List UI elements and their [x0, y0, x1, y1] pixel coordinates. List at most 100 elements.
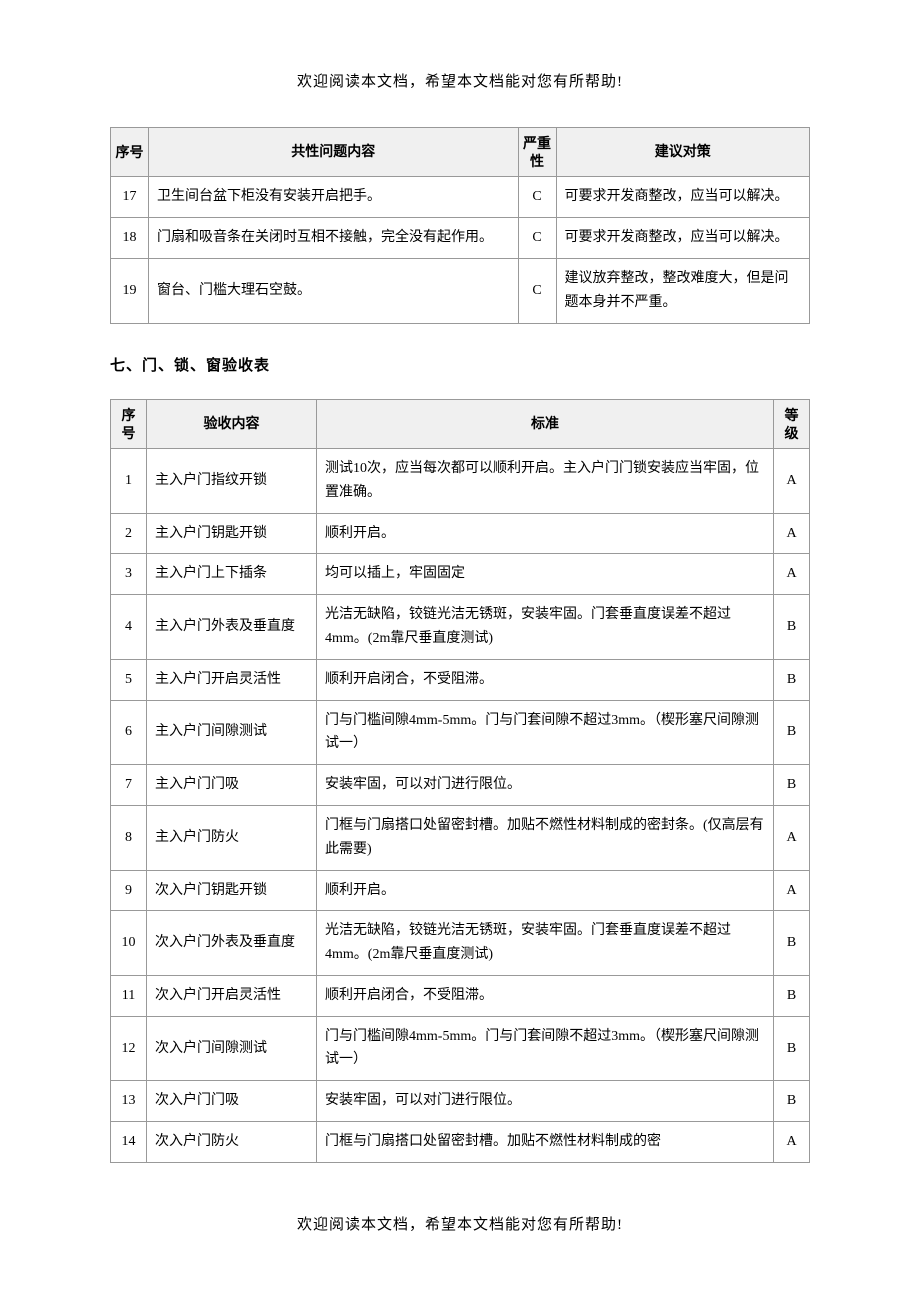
- table-row: 18门扇和吸音条在关闭时互相不接触，完全没有起作用。C可要求开发商整改，应当可以…: [111, 218, 810, 259]
- cell-level: A: [774, 554, 810, 595]
- cell-seq: 4: [111, 595, 147, 660]
- cell-suggestion: 建议放弃整改，整改难度大，但是问题本身并不严重。: [556, 258, 809, 323]
- cell-standard: 门框与门扇搭口处留密封槽。加贴不燃性材料制成的密封条。(仅高层有此需要): [317, 805, 774, 870]
- cell-seq: 14: [111, 1122, 147, 1163]
- cell-level: B: [774, 1081, 810, 1122]
- col-seq-header: 序号: [111, 399, 147, 448]
- header-note: 欢迎阅读本文档，希望本文档能对您有所帮助!: [110, 70, 810, 91]
- cell-seq: 13: [111, 1081, 147, 1122]
- table-header-row: 序号 共性问题内容 严重性 建议对策: [111, 128, 810, 177]
- cell-suggestion: 可要求开发商整改，应当可以解决。: [556, 218, 809, 259]
- cell-seq: 11: [111, 975, 147, 1016]
- cell-seq: 18: [111, 218, 149, 259]
- common-issues-table: 序号 共性问题内容 严重性 建议对策 17卫生间台盆下柜没有安装开启把手。C可要…: [110, 127, 810, 324]
- cell-standard: 安装牢固，可以对门进行限位。: [317, 765, 774, 806]
- table-row: 4主入户门外表及垂直度光洁无缺陷，铰链光洁无锈斑，安装牢固。门套垂直度误差不超过…: [111, 595, 810, 660]
- cell-standard: 光洁无缺陷，铰链光洁无锈斑，安装牢固。门套垂直度误差不超过4mm。(2m靠尺垂直…: [317, 911, 774, 976]
- col-content-header: 共性问题内容: [149, 128, 519, 177]
- cell-standard: 均可以插上，牢固固定: [317, 554, 774, 595]
- cell-level: B: [774, 911, 810, 976]
- cell-seq: 12: [111, 1016, 147, 1081]
- cell-level: B: [774, 659, 810, 700]
- table-row: 10次入户门外表及垂直度光洁无缺陷，铰链光洁无锈斑，安装牢固。门套垂直度误差不超…: [111, 911, 810, 976]
- section-title: 七、门、锁、窗验收表: [110, 354, 810, 375]
- cell-seq: 8: [111, 805, 147, 870]
- cell-standard: 门框与门扇搭口处留密封槽。加贴不燃性材料制成的密: [317, 1122, 774, 1163]
- cell-content: 次入户门间隙测试: [147, 1016, 317, 1081]
- cell-content: 次入户门钥匙开锁: [147, 870, 317, 911]
- cell-content: 主入户门上下插条: [147, 554, 317, 595]
- cell-standard: 顺利开启。: [317, 513, 774, 554]
- cell-suggestion: 可要求开发商整改，应当可以解决。: [556, 177, 809, 218]
- cell-content: 次入户门门吸: [147, 1081, 317, 1122]
- cell-severity: C: [518, 258, 556, 323]
- cell-level: A: [774, 448, 810, 513]
- table-row: 2主入户门钥匙开锁顺利开启。A: [111, 513, 810, 554]
- cell-standard: 测试10次，应当每次都可以顺利开启。主入户门门锁安装应当牢固，位置准确。: [317, 448, 774, 513]
- inspection-table: 序号 验收内容 标准 等级 1主入户门指纹开锁测试10次，应当每次都可以顺利开启…: [110, 399, 810, 1163]
- cell-seq: 17: [111, 177, 149, 218]
- cell-standard: 顺利开启闭合，不受阻滞。: [317, 975, 774, 1016]
- col-level-header: 等级: [774, 399, 810, 448]
- cell-level: A: [774, 513, 810, 554]
- cell-standard: 光洁无缺陷，铰链光洁无锈斑，安装牢固。门套垂直度误差不超过4mm。(2m靠尺垂直…: [317, 595, 774, 660]
- footer-note: 欢迎阅读本文档，希望本文档能对您有所帮助!: [110, 1213, 810, 1234]
- table-row: 12次入户门间隙测试门与门槛间隙4mm-5mm。门与门套间隙不超过3mm。（楔形…: [111, 1016, 810, 1081]
- cell-content: 主入户门门吸: [147, 765, 317, 806]
- cell-severity: C: [518, 218, 556, 259]
- cell-seq: 9: [111, 870, 147, 911]
- table-row: 19窗台、门槛大理石空鼓。C建议放弃整改，整改难度大，但是问题本身并不严重。: [111, 258, 810, 323]
- cell-content: 主入户门钥匙开锁: [147, 513, 317, 554]
- table-row: 3主入户门上下插条均可以插上，牢固固定A: [111, 554, 810, 595]
- cell-seq: 10: [111, 911, 147, 976]
- cell-standard: 顺利开启闭合，不受阻滞。: [317, 659, 774, 700]
- cell-level: B: [774, 975, 810, 1016]
- cell-seq: 1: [111, 448, 147, 513]
- cell-content: 主入户门开启灵活性: [147, 659, 317, 700]
- cell-level: B: [774, 765, 810, 806]
- cell-standard: 安装牢固，可以对门进行限位。: [317, 1081, 774, 1122]
- cell-content: 主入户门外表及垂直度: [147, 595, 317, 660]
- cell-level: A: [774, 870, 810, 911]
- col-severity-header: 严重性: [518, 128, 556, 177]
- table-row: 7主入户门门吸安装牢固，可以对门进行限位。B: [111, 765, 810, 806]
- cell-standard: 顺利开启。: [317, 870, 774, 911]
- cell-seq: 6: [111, 700, 147, 765]
- cell-content: 窗台、门槛大理石空鼓。: [149, 258, 519, 323]
- table-header-row: 序号 验收内容 标准 等级: [111, 399, 810, 448]
- cell-standard: 门与门槛间隙4mm-5mm。门与门套间隙不超过3mm。（楔形塞尺间隙测试一）: [317, 1016, 774, 1081]
- col-standard-header: 标准: [317, 399, 774, 448]
- cell-level: B: [774, 1016, 810, 1081]
- col-suggestion-header: 建议对策: [556, 128, 809, 177]
- table-row: 6主入户门间隙测试门与门槛间隙4mm-5mm。门与门套间隙不超过3mm。（楔形塞…: [111, 700, 810, 765]
- cell-level: A: [774, 1122, 810, 1163]
- cell-content: 主入户门防火: [147, 805, 317, 870]
- cell-level: A: [774, 805, 810, 870]
- cell-standard: 门与门槛间隙4mm-5mm。门与门套间隙不超过3mm。（楔形塞尺间隙测试一）: [317, 700, 774, 765]
- cell-seq: 19: [111, 258, 149, 323]
- cell-content: 主入户门指纹开锁: [147, 448, 317, 513]
- cell-seq: 3: [111, 554, 147, 595]
- table-row: 17卫生间台盆下柜没有安装开启把手。C可要求开发商整改，应当可以解决。: [111, 177, 810, 218]
- cell-seq: 7: [111, 765, 147, 806]
- table-row: 1主入户门指纹开锁测试10次，应当每次都可以顺利开启。主入户门门锁安装应当牢固，…: [111, 448, 810, 513]
- cell-content: 次入户门防火: [147, 1122, 317, 1163]
- table-row: 11次入户门开启灵活性顺利开启闭合，不受阻滞。B: [111, 975, 810, 1016]
- table-row: 9次入户门钥匙开锁顺利开启。A: [111, 870, 810, 911]
- table-row: 14次入户门防火门框与门扇搭口处留密封槽。加贴不燃性材料制成的密A: [111, 1122, 810, 1163]
- cell-content: 卫生间台盆下柜没有安装开启把手。: [149, 177, 519, 218]
- table-row: 8主入户门防火门框与门扇搭口处留密封槽。加贴不燃性材料制成的密封条。(仅高层有此…: [111, 805, 810, 870]
- col-content-header: 验收内容: [147, 399, 317, 448]
- cell-content: 主入户门间隙测试: [147, 700, 317, 765]
- cell-content: 次入户门外表及垂直度: [147, 911, 317, 976]
- col-seq-header: 序号: [111, 128, 149, 177]
- table-row: 5主入户门开启灵活性顺利开启闭合，不受阻滞。B: [111, 659, 810, 700]
- cell-severity: C: [518, 177, 556, 218]
- cell-seq: 5: [111, 659, 147, 700]
- cell-level: B: [774, 700, 810, 765]
- cell-content: 门扇和吸音条在关闭时互相不接触，完全没有起作用。: [149, 218, 519, 259]
- cell-level: B: [774, 595, 810, 660]
- table-row: 13次入户门门吸安装牢固，可以对门进行限位。B: [111, 1081, 810, 1122]
- cell-seq: 2: [111, 513, 147, 554]
- cell-content: 次入户门开启灵活性: [147, 975, 317, 1016]
